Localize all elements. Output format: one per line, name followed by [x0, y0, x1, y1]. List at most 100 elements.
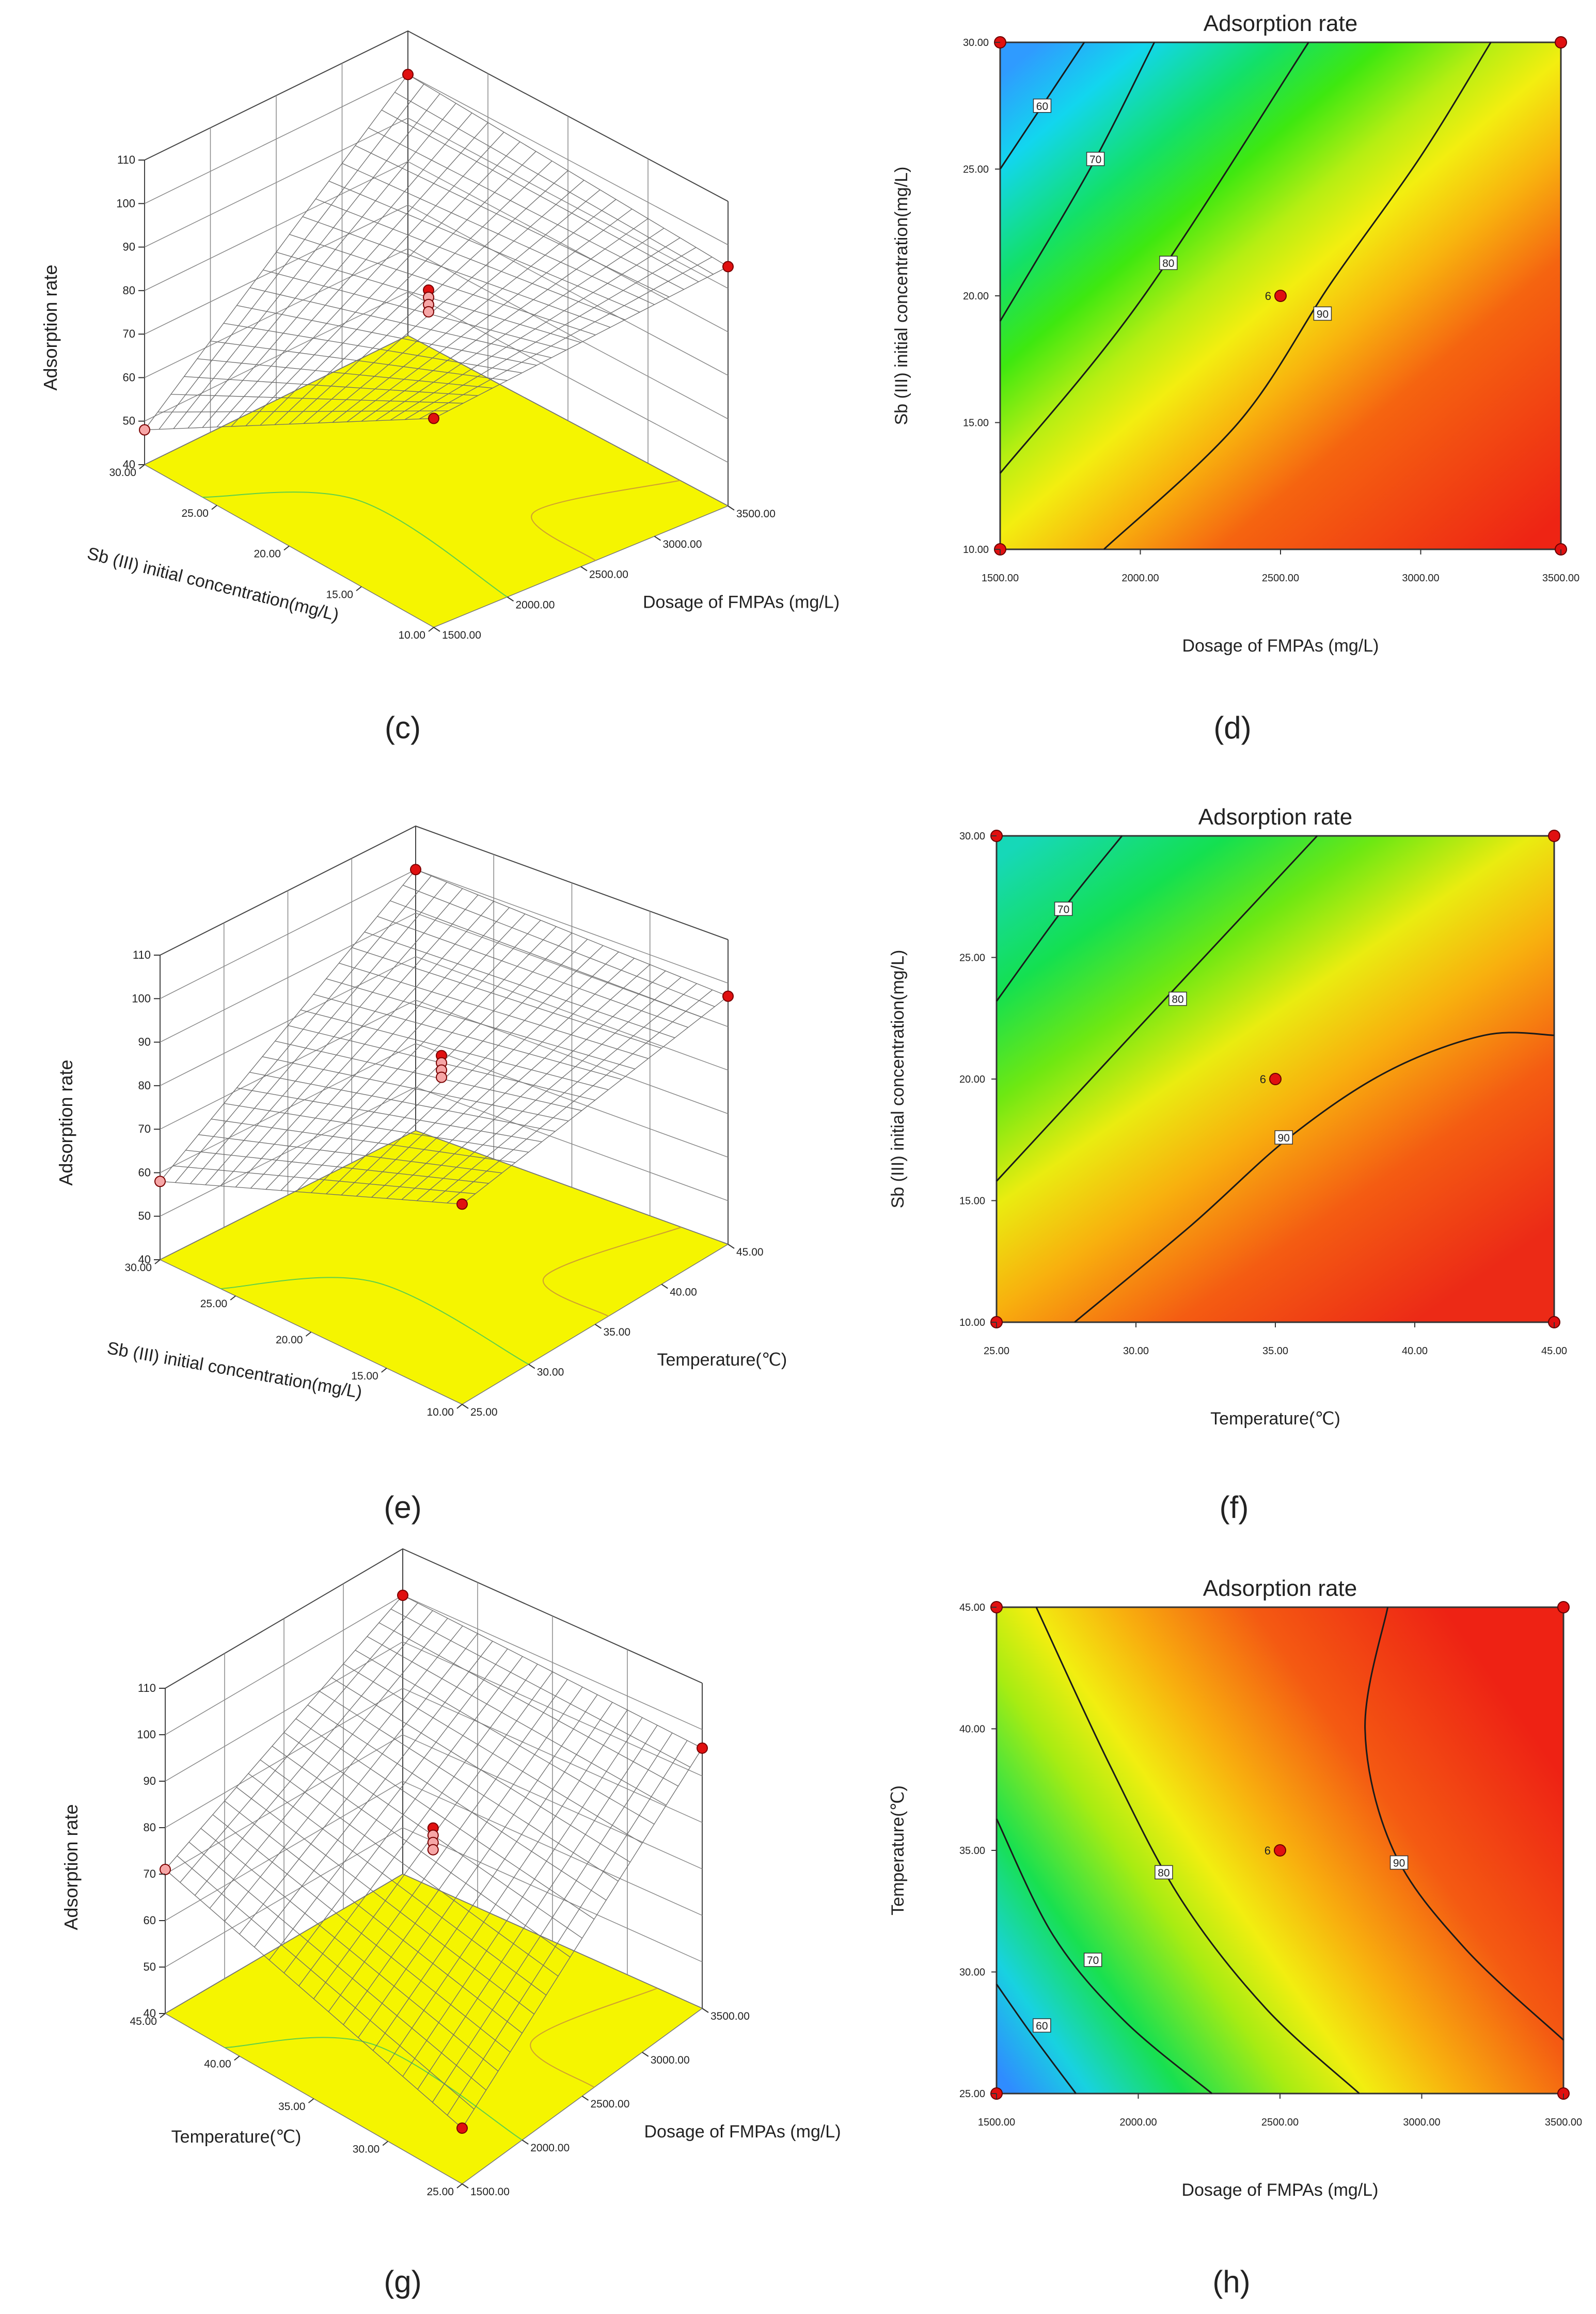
z-tick-label: 50: [138, 1210, 151, 1223]
design-point: [397, 1590, 408, 1601]
contour-line-70: [999, 42, 1156, 322]
mesh-line: [326, 939, 588, 1194]
left-tick: [308, 2098, 314, 2103]
x-axis-label: Temperature(℃): [1210, 1409, 1340, 1429]
z-tick-label: 40: [138, 1253, 151, 1266]
y-tick-label: 25.00: [959, 953, 985, 964]
mesh-line: [386, 964, 651, 1199]
mesh-line: [390, 900, 702, 1018]
x-tick-label: 25.00: [984, 1345, 1009, 1357]
z-axis-label: Adsorption rate: [60, 1804, 82, 1930]
contour-line-90: [1103, 42, 1492, 550]
z-tick-label: 50: [123, 415, 135, 427]
x-tick-label: 2500.00: [1262, 573, 1299, 584]
z-tick-label: 40: [123, 458, 135, 471]
right-tick-label: 45.00: [736, 1246, 764, 1258]
mesh-line: [462, 996, 729, 1204]
mesh-line: [377, 916, 688, 1028]
contour-label-box: [1033, 99, 1052, 113]
right-tick-label: 3000.00: [663, 538, 702, 550]
z-axis-label: Adsorption rate: [55, 1059, 76, 1185]
z-tick-label: 80: [138, 1079, 151, 1092]
z-tick-label: 100: [137, 1728, 156, 1741]
x-axis-label: Dosage of FMPAs (mg/L): [1182, 636, 1379, 656]
contour-label: 70: [1089, 154, 1101, 166]
floor-contour: [224, 2037, 523, 2141]
contour-label-box: [1054, 901, 1073, 916]
contour-plot-f: Adsorption rate 70 80 90 6 25.00 30.00 35.00 40.…: [888, 804, 1567, 1429]
center-point: [423, 306, 434, 318]
mesh-line: [346, 209, 633, 422]
center-point: [436, 1071, 447, 1083]
x-tick-label: 3500.00: [1545, 2117, 1582, 2128]
right-tick-label: 35.00: [604, 1326, 631, 1338]
mesh-line: [364, 931, 675, 1038]
right-tick-label: 40.00: [670, 1287, 697, 1298]
chart-title: Adsorption rate: [1198, 804, 1352, 830]
contour-line-90: [1364, 1607, 1565, 2041]
contour-label-box: [1159, 256, 1178, 270]
contour-label: 90: [1393, 1858, 1405, 1869]
mesh-line: [355, 1650, 655, 1825]
panel-label: (e): [384, 1490, 421, 1525]
center-point-count: 6: [1260, 1073, 1266, 1086]
right-tick-label: 2500.00: [591, 2098, 630, 2110]
mesh-line: [331, 1677, 630, 1863]
left-tick-label: 20.00: [276, 1334, 303, 1346]
surface-plot-g: 40 50 60 70 80 90 100 110 Adsorption rate 25.00 30…: [60, 1548, 841, 2198]
z-tick-label: 60: [138, 1166, 151, 1179]
mesh-line: [343, 1663, 643, 1844]
design-point: [154, 1176, 166, 1187]
design-point: [722, 261, 734, 273]
mesh-line: [307, 1704, 607, 1900]
mesh-line: [375, 228, 665, 421]
z-tick-label: 60: [144, 1914, 156, 1927]
left-tick-label: 30.00: [124, 1262, 152, 1274]
mesh-line: [447, 1740, 688, 2116]
left-tick: [160, 2013, 166, 2018]
right-tick: [702, 2008, 709, 2013]
right-tick: [661, 1283, 668, 1289]
design-point: [1274, 290, 1287, 302]
mesh-line: [315, 198, 625, 320]
x-tick-label: 45.00: [1541, 1345, 1567, 1357]
contour-label-box: [1274, 1130, 1293, 1145]
mesh-line: [432, 1733, 673, 2103]
x-tick-label: 1500.00: [978, 2117, 1015, 2128]
mesh-line: [302, 216, 611, 328]
design-point: [139, 424, 150, 436]
left-axis-label: Temperature(℃): [171, 2127, 302, 2147]
left-tick: [428, 627, 434, 632]
y-tick-label: 30.00: [963, 37, 989, 49]
z-tick-label: 70: [123, 327, 135, 340]
z-axis-label: Adsorption rate: [40, 264, 61, 390]
right-tick: [528, 1364, 535, 1369]
z-tick-label: 60: [123, 371, 135, 384]
design-point: [1555, 36, 1567, 49]
contour-label: 70: [1057, 904, 1069, 915]
mesh-line: [378, 1622, 678, 1787]
contour-line-80: [999, 42, 1309, 474]
right-tick-label: 1500.00: [470, 2186, 510, 2198]
y-tick-label: 25.00: [963, 164, 989, 176]
mesh-line: [419, 257, 713, 420]
left-tick-label: 15.00: [326, 589, 353, 600]
z-tick-label: 70: [138, 1122, 151, 1135]
z-tick-label: 90: [123, 241, 135, 253]
contour-label: 60: [1036, 2020, 1048, 2032]
y-tick-label: 15.00: [959, 1196, 985, 1207]
mesh-line: [415, 869, 729, 997]
right-tick: [462, 1404, 469, 1409]
left-tick: [139, 464, 145, 469]
mesh-line: [313, 994, 622, 1080]
contour-label: 70: [1087, 1955, 1099, 1967]
right-tick: [594, 1324, 602, 1329]
left-tick: [305, 1332, 312, 1337]
left-tick-label: 25.00: [426, 2186, 454, 2198]
z-tick-label: 110: [133, 948, 151, 961]
floor-contour: [531, 480, 681, 561]
right-tick: [642, 2052, 649, 2057]
contour-label-box: [1313, 306, 1332, 321]
left-tick-label: 25.00: [181, 508, 209, 519]
mesh-line: [358, 1694, 598, 2038]
